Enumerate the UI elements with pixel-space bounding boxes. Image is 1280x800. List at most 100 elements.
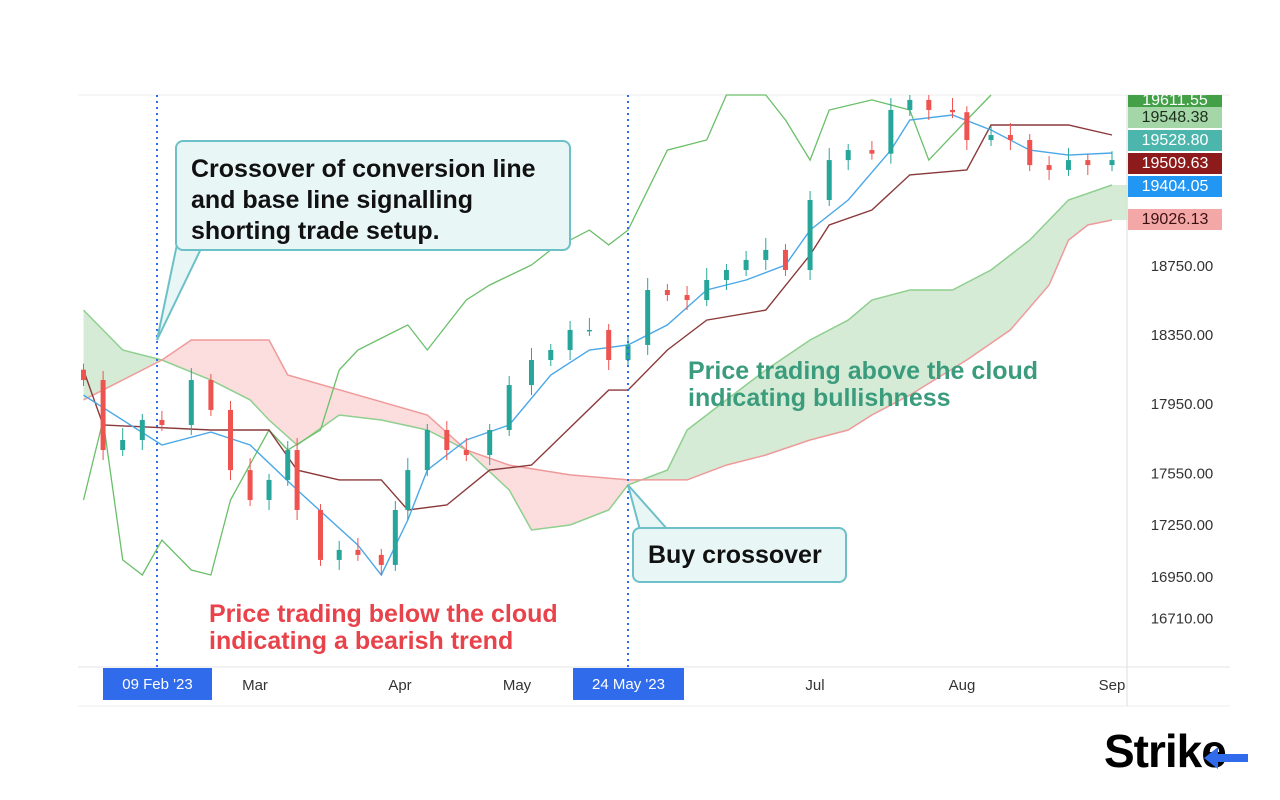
cloud-bullish-segment — [1005, 257, 1008, 334]
candle — [964, 106, 970, 151]
candle-body — [606, 329, 612, 361]
cloud-bearish-segment — [245, 339, 248, 399]
candle — [120, 428, 126, 457]
buy-callout-pointer — [627, 484, 671, 531]
cloud-bullish-segment — [135, 353, 138, 374]
candle — [907, 95, 913, 116]
cloud-bearish-segment — [189, 339, 192, 373]
cloud-bullish-segment — [973, 278, 976, 356]
cloud-bearish-segment — [483, 456, 486, 468]
cloud-bearish-segment — [481, 455, 484, 467]
cloud-bullish-segment — [83, 310, 86, 400]
cloud-bullish-segment — [817, 335, 820, 439]
cloud-bullish-segment — [969, 280, 972, 359]
candle — [159, 410, 165, 431]
cloud-bullish-segment — [127, 351, 130, 378]
cloud-bullish-segment — [671, 457, 674, 480]
candle — [988, 126, 994, 147]
cloud-bullish-segment — [853, 313, 856, 427]
cloud-bearish-segment — [505, 463, 508, 489]
candle-body — [159, 419, 165, 425]
cloud-bullish-segment — [1095, 189, 1098, 224]
cloud-bullish-segment — [905, 290, 908, 398]
cloud-bullish-segment — [99, 326, 102, 392]
candles — [81, 95, 1115, 575]
cloud-bullish-segment — [1023, 243, 1026, 315]
cloud-bullish-segment — [687, 428, 690, 480]
cloud-bullish-segment — [797, 347, 800, 445]
cloud-bullish-segment — [1083, 194, 1086, 229]
cloud-bearish-segment — [563, 473, 566, 526]
cloud-bearish-segment — [191, 339, 194, 373]
cloud-bearish-segment — [415, 411, 418, 428]
cloud-bearish-segment — [441, 427, 444, 439]
cloud-bearish-segment — [405, 408, 408, 426]
cloud-bullish-segment — [901, 291, 904, 400]
cloud-bullish-segment — [949, 290, 952, 371]
candle-body — [463, 450, 469, 456]
candle — [567, 320, 573, 360]
cloud-bearish-segment — [617, 479, 620, 499]
cloud-bearish-segment — [321, 384, 324, 428]
cloud-bullish-segment — [1119, 184, 1122, 221]
cloud-bullish-segment — [1101, 187, 1104, 223]
cloud-bullish-segment — [793, 349, 796, 446]
candle — [826, 148, 832, 206]
cloud-bearish-segment — [529, 468, 532, 531]
candle — [247, 458, 253, 506]
candle-body — [888, 109, 894, 154]
cloud-bullish-segment — [809, 339, 812, 441]
candle — [586, 317, 592, 336]
cloud-bullish-segment — [683, 433, 686, 480]
cloud-bearish-segment — [315, 382, 318, 432]
cloud-bullish-segment — [1081, 194, 1084, 230]
cloud-bullish-segment — [975, 277, 978, 355]
candle-body — [567, 329, 573, 350]
cloud-bearish-segment — [621, 479, 624, 494]
cloud-bullish-segment — [773, 363, 776, 453]
cloud-bullish-segment — [85, 312, 88, 399]
candle — [100, 371, 106, 461]
cloud-bullish-segment — [1033, 234, 1036, 304]
candle-body — [336, 549, 342, 560]
cloud-bullish-segment — [147, 356, 150, 368]
cloud-bearish-segment — [395, 405, 398, 424]
cloud-bullish-segment — [947, 290, 950, 372]
cloud-bearish-segment — [543, 470, 546, 529]
candle-body — [1007, 135, 1013, 141]
candle — [1065, 148, 1071, 176]
cloud-bullish-segment — [709, 411, 712, 472]
cloud-bullish-segment — [917, 290, 920, 391]
cloud-bearish-segment — [193, 339, 196, 374]
cloud-bullish-segment — [1049, 217, 1052, 285]
cloud-bullish-segment — [951, 289, 954, 370]
cloud-bearish-segment — [521, 467, 524, 516]
cloud-bearish-segment — [561, 473, 564, 527]
cloud-bearish-segment — [513, 465, 516, 502]
cloud-bullish-segment — [1105, 186, 1108, 222]
candle — [528, 348, 534, 396]
cloud-bullish-segment — [923, 290, 926, 387]
cloud-bearish-segment — [187, 341, 190, 372]
cloud-bullish-segment — [691, 425, 694, 479]
cloud-bearish-segment — [577, 475, 580, 523]
cloud-bearish-segment — [401, 407, 404, 425]
candle-body — [763, 249, 769, 260]
callout-text: Buy crossover — [648, 541, 822, 569]
annotation-line: indicating a bearish trend — [209, 627, 514, 655]
cloud-bullish-segment — [933, 290, 936, 381]
cloud-bullish-segment — [833, 326, 836, 434]
cloud-bearish-segment — [293, 376, 296, 444]
cloud-bearish-segment — [277, 355, 280, 430]
x-tick-label: Mar — [242, 677, 268, 694]
candle-body — [81, 369, 86, 381]
cloud-bullish-segment — [1057, 209, 1060, 266]
candle-body — [506, 385, 512, 430]
cloud-bullish-segment — [869, 300, 872, 417]
cloud-bullish-segment — [109, 336, 112, 387]
cloud-bullish-segment — [1017, 247, 1020, 322]
cloud-bearish-segment — [429, 416, 432, 433]
candle — [1027, 134, 1033, 172]
cloud-bearish-segment — [283, 367, 286, 435]
date-marker-may: 24 May '23 — [573, 668, 684, 700]
